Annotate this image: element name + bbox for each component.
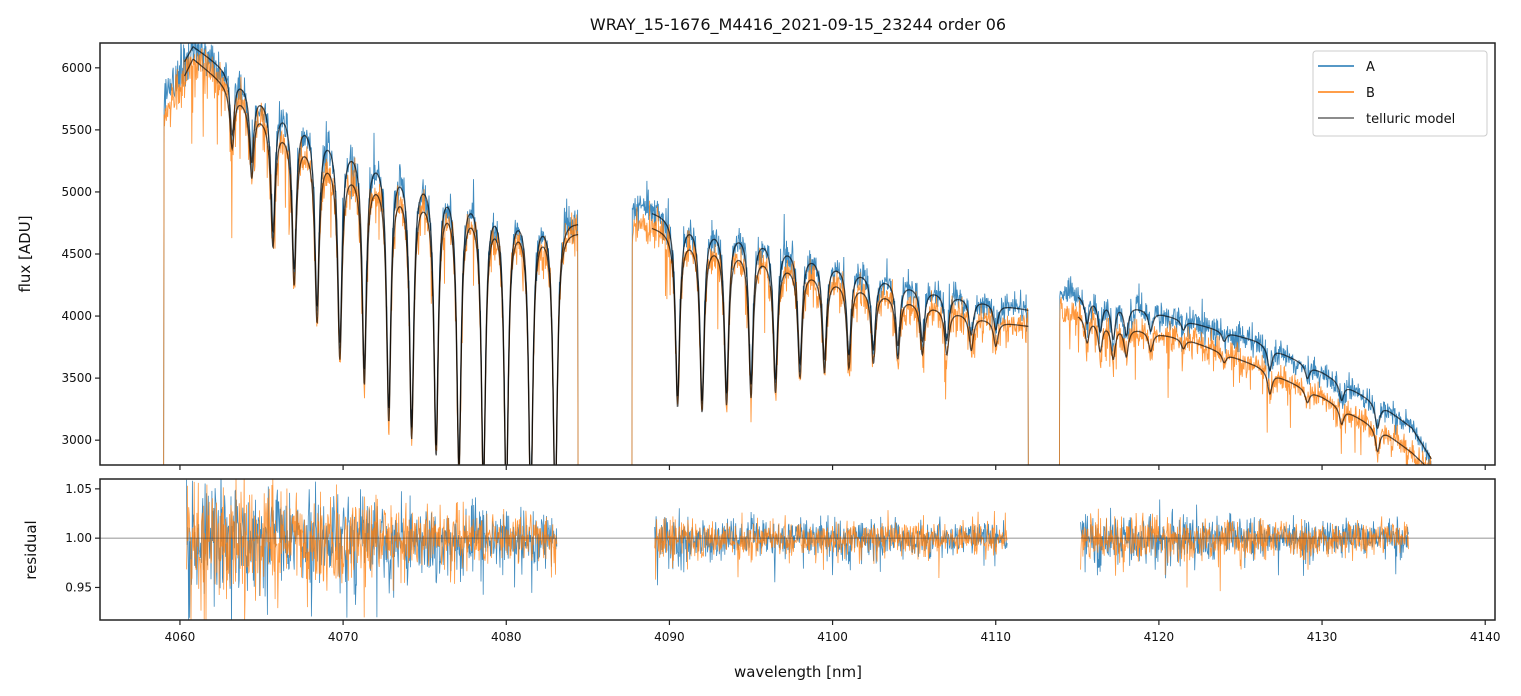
y-tick-label: 3500 [61, 371, 92, 385]
y-tick-label: 5500 [61, 123, 92, 137]
flux-axes-frame [99, 42, 1496, 466]
x-tick-label: 4130 [1307, 630, 1338, 644]
residual-axes-frame [99, 478, 1496, 621]
legend-box [1312, 50, 1488, 137]
residual-plot-area [100, 479, 1495, 620]
x-tick-label: 4090 [654, 630, 685, 644]
y-tick-label: 1.05 [65, 482, 92, 496]
x-axis-label: wavelength [nm] [734, 663, 862, 681]
residual-b-segment-3 [1080, 508, 1409, 592]
series-b-segment-1 [163, 48, 579, 465]
residual-y-axis-label: residual [22, 520, 40, 579]
x-tick-label: 4070 [328, 630, 359, 644]
y-tick-label: 3000 [61, 433, 92, 447]
series-a-segment-3 [1059, 276, 1432, 465]
series-b-segment-2 [631, 200, 1029, 465]
residual-b-segment-2 [654, 510, 1008, 580]
telluric-model-a-segment-3 [1077, 296, 1432, 460]
x-tick-label: 4120 [1144, 630, 1175, 644]
y-tick-label: 4000 [61, 309, 92, 323]
legend: A B telluric model [1312, 50, 1488, 137]
x-tick-label: 4060 [165, 630, 196, 644]
x-tick-label: 4110 [980, 630, 1011, 644]
y-tick-label: 0.95 [65, 580, 92, 594]
telluric-model-a-segment-2 [651, 212, 1029, 401]
legend-label-b: B [1366, 86, 1375, 101]
x-tick-label: 4140 [1470, 630, 1501, 644]
series-b-segment-3 [1059, 296, 1432, 465]
telluric-model-b-segment-3 [1077, 316, 1426, 465]
y-tick-label: 6000 [61, 61, 92, 75]
residual-b-segment-1 [186, 479, 558, 620]
flux-plot-area [163, 43, 1432, 465]
flux-y-axis-label: flux [ADU] [16, 215, 34, 292]
flux-y-axis: 3000 3500 4000 4500 5000 5500 6000 [61, 61, 100, 447]
telluric-model-b-segment-2 [651, 227, 1029, 413]
telluric-model-b-segment-1 [183, 58, 579, 465]
residual-a-segment-2 [654, 508, 1008, 586]
residual-x-axis: 4060 4070 4080 4090 4100 4110 4120 4130 4140 [165, 620, 1501, 644]
flux-x-axis-ticks [179, 465, 1486, 470]
residual-y-axis: 0.95 1.00 1.05 [65, 482, 100, 594]
chart-title: WRAY_15-1676_M4416_2021-09-15_23244 orde… [590, 15, 1006, 35]
y-tick-label: 5000 [61, 185, 92, 199]
y-tick-label: 4500 [61, 247, 92, 261]
x-tick-label: 4100 [817, 630, 848, 644]
legend-label-a: A [1366, 60, 1375, 75]
x-tick-label: 4080 [491, 630, 522, 644]
telluric-model-a-segment-1 [183, 45, 579, 465]
y-tick-label: 1.00 [65, 531, 92, 545]
legend-label-telluric: telluric model [1366, 112, 1455, 127]
